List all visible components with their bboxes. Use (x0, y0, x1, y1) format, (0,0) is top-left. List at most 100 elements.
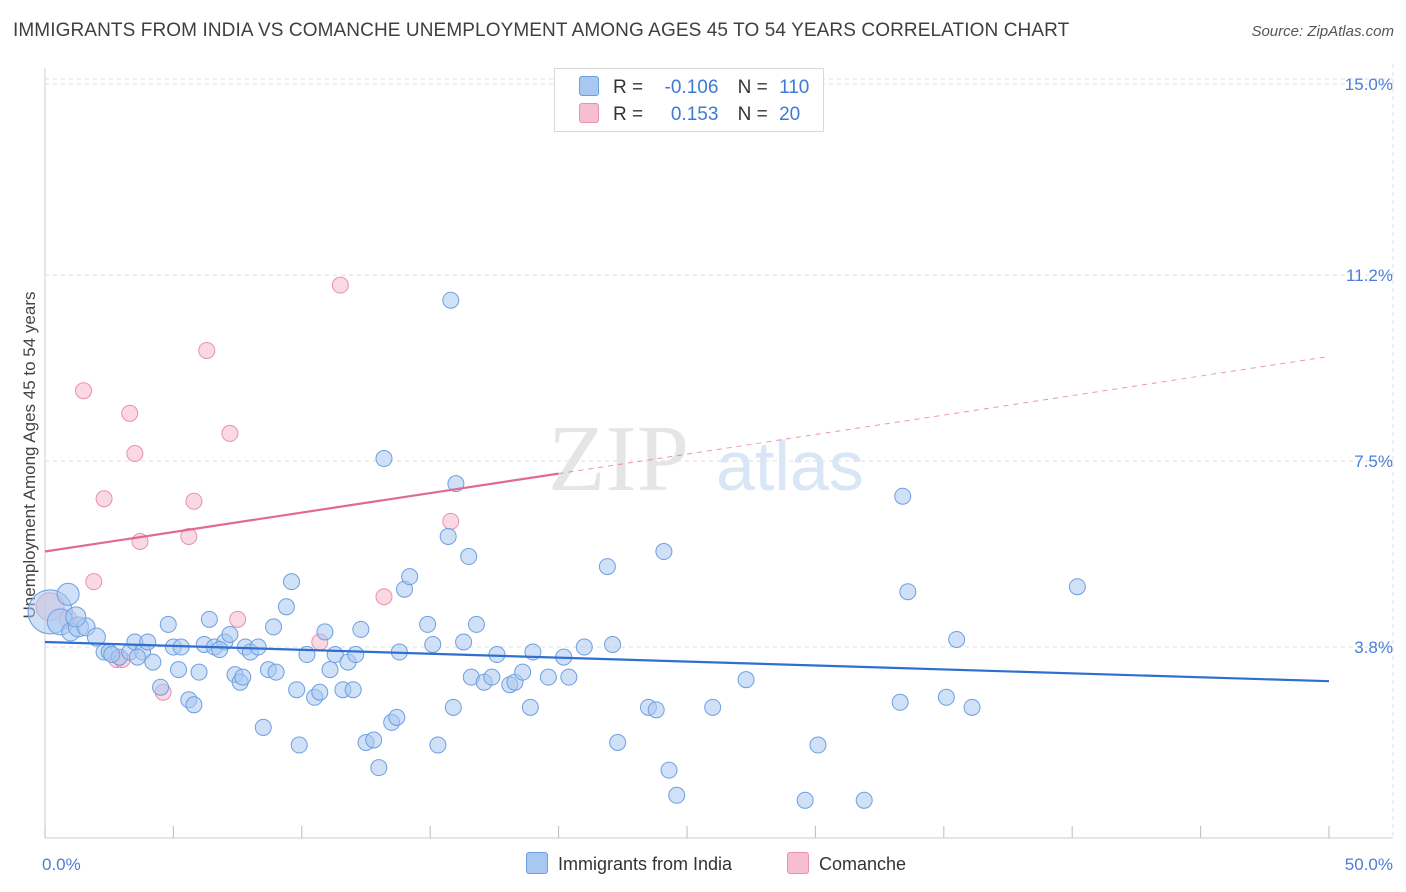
india-point-15 (159, 615, 177, 633)
comanche-point-6 (121, 404, 139, 422)
comanche-n-value: 20 (779, 104, 801, 125)
axes (44, 68, 1393, 839)
y-tick-label-3: 15.0% (1345, 75, 1393, 94)
legend-comanche-label: Comanche (819, 854, 907, 874)
india-point-37 (283, 573, 301, 591)
legend-india-label: Immigrants from India (558, 854, 733, 874)
india-point-83 (660, 761, 678, 779)
gridlines (45, 64, 1394, 838)
india-point-57 (401, 568, 419, 586)
india-point-93 (899, 583, 917, 601)
legend-row-comanche: R = 0.153 N = 20 (579, 103, 800, 127)
legend-india: Immigrants from India (526, 852, 732, 875)
india-n-value: 110 (779, 77, 810, 98)
india-point-58 (419, 615, 437, 633)
india-point-18 (152, 678, 170, 696)
india-point-20 (185, 696, 203, 714)
india-point-98 (442, 291, 460, 309)
comanche-point-10 (180, 527, 198, 545)
india-point-95 (948, 630, 966, 648)
india-n-label: N = (737, 77, 768, 98)
india-point-50 (365, 731, 383, 749)
india-point-23 (200, 610, 218, 628)
india-point-31 (249, 638, 267, 656)
india-point-54 (388, 708, 406, 726)
india-point-52 (375, 450, 393, 468)
india-trend-line (44, 640, 1330, 683)
india-point-100 (103, 646, 121, 664)
legend-india-swatch (526, 852, 548, 874)
india-point-99 (65, 606, 87, 628)
comanche-point-3 (85, 573, 103, 591)
india-point-82 (647, 701, 665, 719)
india-point-76 (560, 668, 578, 686)
india-point-105 (455, 633, 473, 651)
india-point-96 (963, 698, 981, 716)
legend-comanche: Comanche (787, 852, 906, 875)
india-point-102 (170, 661, 188, 679)
comanche-point-14 (229, 610, 247, 628)
india-point-87 (737, 671, 755, 689)
india-point-104 (321, 661, 339, 679)
india-point-43 (316, 623, 334, 641)
india-r-value: -0.106 (664, 77, 719, 98)
india-point-88 (796, 791, 814, 809)
x-tick-labels: 0.0% 50.0% (42, 855, 1393, 874)
india-point-39 (290, 736, 308, 754)
india-point-78 (598, 558, 616, 576)
india-point-13 (139, 633, 157, 651)
india-point-26 (221, 625, 239, 643)
india-point-85 (655, 543, 673, 561)
india-points (27, 291, 1086, 809)
legend-comanche-swatch (787, 852, 809, 874)
comanche-n-label: N = (737, 104, 768, 125)
india-point-60 (429, 736, 447, 754)
india-point-84 (668, 786, 686, 804)
india-point-34 (265, 618, 283, 636)
india-point-32 (254, 718, 272, 736)
comanche-point-11 (185, 492, 203, 510)
x-tick-label-min: 0.0% (42, 855, 81, 874)
comanche-trend-line (44, 472, 559, 553)
comanche-point-2 (75, 382, 93, 400)
india-point-38 (288, 681, 306, 699)
comanche-point-16 (331, 276, 349, 294)
india-point-94 (937, 688, 955, 706)
india-r-label: R = (613, 77, 644, 98)
india-point-91 (891, 693, 909, 711)
india-point-107 (514, 663, 532, 681)
india-point-62 (444, 698, 462, 716)
india-point-92 (894, 487, 912, 505)
legend-row-india: R = -0.106 N = 110 (579, 76, 809, 100)
watermark-zip: ZIP (548, 407, 689, 511)
india-point-108 (211, 641, 229, 659)
india-point-77 (575, 638, 593, 656)
india-point-106 (347, 646, 365, 664)
trend-lines (44, 356, 1330, 683)
comanche-point-13 (221, 424, 239, 442)
india-point-2 (56, 582, 80, 606)
india-point-35 (267, 663, 285, 681)
y-tick-label-0: 3.8% (1354, 638, 1393, 657)
india-point-89 (809, 736, 827, 754)
india-point-51 (370, 759, 388, 777)
source-credit: Source: ZipAtlas.com (1251, 23, 1394, 40)
india-point-90 (855, 791, 873, 809)
india-point-64 (460, 548, 478, 566)
stats-legend: R = -0.106 N = 110 R = 0.153 N = 20 (554, 68, 824, 132)
india-point-66 (467, 615, 485, 633)
india-point-59 (424, 636, 442, 653)
india-point-61 (439, 527, 457, 545)
comanche-point-4 (95, 490, 113, 508)
watermark: ZIP atlas (548, 407, 864, 511)
watermark-atlas: atlas (716, 427, 864, 505)
comanche-swatch (579, 103, 599, 123)
india-point-21 (190, 663, 208, 681)
india-point-42 (311, 683, 329, 701)
india-point-103 (234, 668, 252, 686)
comanche-point-17 (375, 588, 393, 606)
x-tick-label-max: 50.0% (1345, 855, 1393, 874)
y-tick-label-2: 11.2% (1346, 266, 1393, 285)
comanche-point-12 (198, 341, 216, 359)
